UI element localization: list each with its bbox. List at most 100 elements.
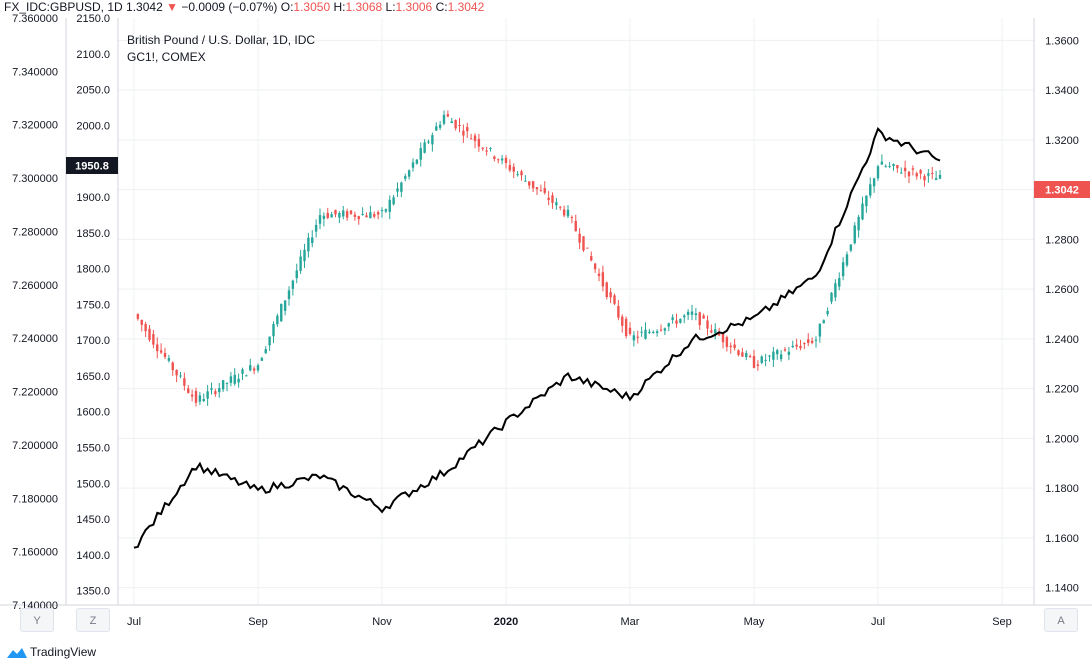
- left2-tick-label: 2050.0: [76, 85, 110, 97]
- candle-body: [605, 282, 608, 298]
- candle-body: [768, 355, 771, 357]
- candle-body: [667, 323, 670, 327]
- candle-body: [555, 202, 558, 206]
- candle-body: [597, 273, 601, 277]
- candle-body: [144, 323, 147, 332]
- time-tick-label: Sep: [248, 616, 268, 628]
- candle-body: [221, 380, 225, 390]
- candle-body: [900, 172, 903, 174]
- candle-body: [202, 398, 205, 402]
- candle-body: [810, 340, 814, 343]
- candle-body: [539, 190, 543, 192]
- left2-tick-label: 1750.0: [76, 299, 110, 311]
- candle-body: [500, 158, 504, 161]
- candle-body: [698, 312, 701, 326]
- right-axis[interactable]: 1.36001.34001.32001.30001.28001.26001.24…: [1045, 35, 1079, 594]
- candle-body: [345, 211, 349, 218]
- candle-body: [830, 292, 833, 302]
- candle-body: [590, 256, 593, 261]
- candle-body: [535, 187, 539, 190]
- candle-body: [601, 272, 605, 287]
- candle-body: [159, 350, 163, 353]
- candle-body: [717, 332, 721, 336]
- close-label: C:: [435, 0, 448, 14]
- candle-body: [466, 127, 469, 132]
- candle-body: [237, 378, 240, 383]
- left1-tick-label: 7.200000: [12, 440, 58, 452]
- candle-body: [562, 209, 566, 216]
- candle-body: [469, 138, 473, 140]
- candle-body: [260, 358, 264, 361]
- candle-body: [690, 311, 694, 315]
- candle-body: [497, 159, 500, 161]
- candle-body: [934, 178, 938, 181]
- candle-body: [818, 323, 822, 337]
- close-value: 1.3042: [447, 0, 485, 14]
- low-label: L:: [385, 0, 396, 14]
- left2-tick-label: 2100.0: [76, 49, 110, 61]
- candle-body: [663, 328, 667, 331]
- candle-body: [190, 394, 194, 397]
- right-tick-label: 1.1400: [1045, 583, 1079, 595]
- candle-body: [849, 244, 853, 251]
- right-tick-label: 1.1600: [1045, 533, 1079, 545]
- candle-body: [721, 333, 725, 343]
- candle-body: [458, 125, 461, 127]
- symbol-name[interactable]: FX_IDC:GBPUSD, 1D: [4, 0, 123, 14]
- left2-tick-label: 1350.0: [76, 586, 110, 598]
- left2-tick-label: 1850.0: [76, 228, 110, 240]
- candle-body: [179, 375, 182, 377]
- left1-tick-label: 7.300000: [12, 173, 58, 185]
- right-tick-label: 1.2600: [1045, 284, 1079, 296]
- left-axis-2[interactable]: 2150.02100.02050.02000.01950.01900.01850…: [76, 13, 110, 598]
- left2-tick-label: 2150.0: [76, 13, 110, 25]
- left-axis-1[interactable]: 7.360000 7.340000 7.320000 7.300000 7.280000…: [12, 13, 58, 612]
- candle-body: [652, 332, 655, 334]
- candle-body: [396, 188, 399, 192]
- candle-body: [648, 331, 651, 333]
- candle-body: [869, 184, 872, 196]
- tradingview-brand[interactable]: TradingView: [30, 645, 97, 659]
- candle-body: [419, 148, 422, 160]
- candle-body: [481, 147, 484, 149]
- candle-body: [624, 318, 628, 337]
- low-value: 1.3006: [395, 0, 433, 14]
- time-axis[interactable]: Jul Sep Nov 2020 Mar May Jul Sep: [127, 616, 1012, 628]
- candle-body: [892, 163, 895, 167]
- candle-body: [694, 313, 698, 316]
- candle-body: [322, 215, 326, 219]
- candle-body: [756, 364, 760, 367]
- candle-body: [272, 324, 275, 337]
- candle-body: [838, 278, 841, 287]
- zoom-button[interactable]: Z: [76, 608, 110, 632]
- candle-body: [450, 121, 453, 124]
- candle-body: [795, 344, 798, 347]
- time-tick-label: Jul: [127, 616, 141, 628]
- candle-body: [249, 365, 252, 371]
- candle-body: [311, 237, 314, 244]
- gbpusd-current-value: 1.3042: [1045, 185, 1079, 197]
- time-tick-label: Mar: [621, 616, 640, 628]
- left2-tick-label: 1500.0: [76, 478, 110, 490]
- candle-body: [760, 356, 763, 363]
- last-price: 1.3042: [126, 0, 163, 14]
- candle-body: [442, 114, 446, 124]
- right-tick-label: 1.3200: [1045, 135, 1079, 147]
- candle-body: [861, 203, 864, 220]
- price-chart[interactable]: 7.360000 7.340000 7.320000 7.300000 7.280000…: [0, 0, 1092, 640]
- right-tick-label: 1.3400: [1045, 85, 1079, 97]
- auto-scale-button[interactable]: A: [1044, 608, 1078, 632]
- candle-body: [748, 355, 752, 357]
- candle-body: [671, 317, 674, 320]
- candle-body: [384, 209, 388, 212]
- log-scale-button[interactable]: Y: [20, 608, 54, 632]
- candle-body: [714, 329, 717, 334]
- candle-body: [578, 233, 581, 243]
- candle-body: [896, 165, 899, 169]
- candle-body: [148, 328, 151, 340]
- candle-body: [779, 354, 783, 360]
- candle-body: [295, 270, 298, 279]
- candle-body: [136, 314, 140, 319]
- candle-body: [473, 135, 477, 142]
- left1-tick-label: 7.340000: [12, 66, 58, 78]
